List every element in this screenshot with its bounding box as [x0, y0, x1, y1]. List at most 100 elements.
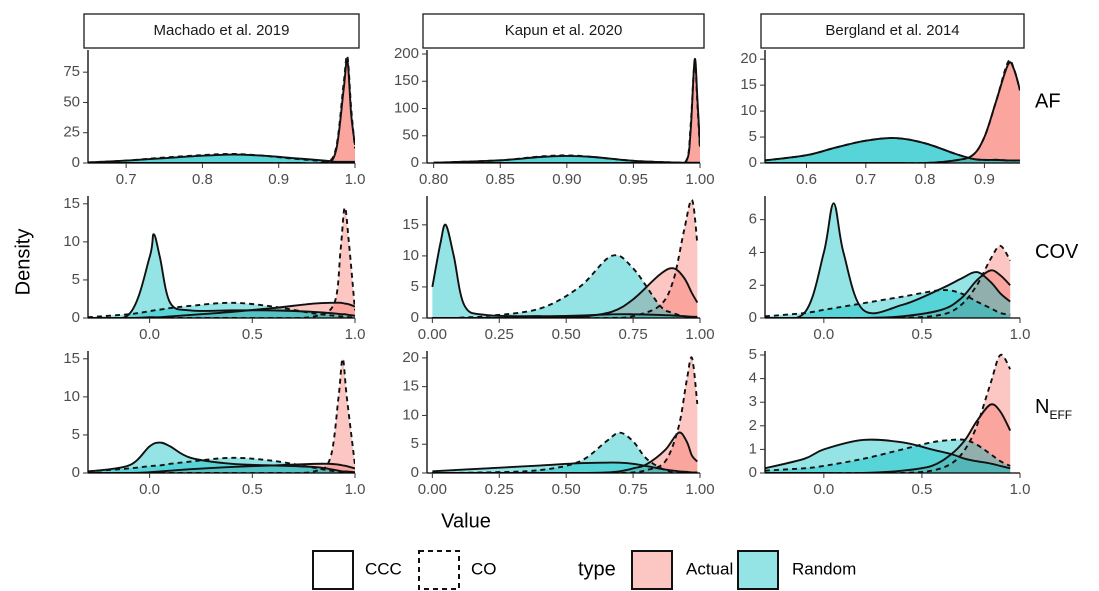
panel-lines	[432, 356, 699, 473]
x-tick-label: 0.7	[116, 171, 137, 188]
density-area	[765, 439, 1011, 473]
y-tick-label: 20	[402, 349, 419, 366]
row-label-subscript: EFF	[1049, 408, 1072, 422]
density-line	[765, 269, 1011, 318]
y-tick-label: 1	[749, 440, 757, 457]
x-tick-label: 0.75	[618, 326, 647, 343]
x-tick-label: 0.0	[139, 326, 160, 343]
x-tick-label: 0.9	[268, 171, 289, 188]
x-tick-label: 1.0	[345, 481, 366, 498]
panel-lines	[88, 54, 355, 163]
x-tick-label: 0.5	[911, 481, 932, 498]
y-tick-label: 15	[740, 76, 757, 93]
x-tick-label: 1.0	[1010, 326, 1031, 343]
x-tick-label: 0.9	[974, 171, 995, 188]
panel	[765, 354, 1011, 473]
density-area	[433, 62, 700, 163]
x-tick-label: 1.00	[685, 481, 714, 498]
panel-lines	[88, 357, 355, 473]
density-area	[432, 432, 698, 473]
y-tick-label: 5	[411, 435, 419, 452]
legend-key	[312, 550, 354, 590]
density-area	[432, 224, 698, 318]
density-area	[765, 270, 1011, 318]
y-tick-label: 3	[749, 393, 757, 410]
x-axis-title: Value	[441, 510, 491, 532]
x-tick-label: 0.5	[242, 481, 263, 498]
x-tick-label: 1.0	[1010, 481, 1031, 498]
density-line	[765, 438, 1011, 472]
density-area	[88, 207, 355, 318]
y-tick-label: 150	[394, 72, 419, 89]
density-line	[433, 61, 700, 163]
y-tick-label: 5	[411, 278, 419, 295]
x-tick-label: 0.6	[796, 171, 817, 188]
legend-label: Actual	[686, 559, 733, 578]
y-tick-label: 5	[749, 128, 757, 145]
x-tick-label: 0.90	[552, 171, 581, 188]
density-line	[765, 59, 1020, 163]
density-area	[765, 138, 1020, 163]
panel-lines	[433, 57, 700, 163]
density-line	[88, 58, 355, 163]
strip-box	[422, 13, 705, 49]
density-line	[88, 233, 355, 318]
density-line	[765, 289, 1011, 318]
x-tick-label: 0.8	[915, 171, 936, 188]
density-line	[432, 267, 699, 318]
y-tick-label: 75	[63, 63, 80, 80]
panel	[765, 203, 1011, 318]
x-tick-label: 0.8	[192, 171, 213, 188]
panel	[88, 55, 355, 163]
x-tick-label: 1.0	[345, 326, 366, 343]
y-tick-label: 2	[749, 276, 757, 293]
density-area	[765, 245, 1011, 318]
panel	[433, 58, 700, 163]
x-tick-label: 0.0	[813, 326, 834, 343]
density-area	[88, 358, 355, 473]
legend-key	[737, 550, 779, 590]
legend-label: CO	[471, 559, 497, 578]
panel	[765, 60, 1020, 163]
legend-key	[418, 550, 460, 590]
x-tick-label: 1.00	[685, 326, 714, 343]
y-tick-label: 25	[63, 124, 80, 141]
y-tick-label: 0	[72, 464, 80, 481]
density-area	[765, 439, 1011, 473]
density-area	[432, 462, 698, 473]
density-line	[88, 357, 355, 473]
strip-box	[760, 13, 1025, 49]
density-line	[765, 202, 1011, 318]
density-line	[88, 301, 355, 318]
x-tick-label: 0.95	[619, 171, 648, 188]
row-label: NEFF	[1035, 396, 1072, 422]
density-area	[765, 62, 1020, 163]
density-line	[432, 254, 698, 318]
density-area	[765, 354, 1011, 473]
density-area	[765, 138, 1020, 163]
strip-title: Kapun et al. 2020	[505, 22, 623, 39]
density-area	[88, 55, 355, 163]
x-tick-label: 0.0	[813, 481, 834, 498]
density-line	[88, 206, 355, 318]
y-tick-label: 20	[740, 50, 757, 67]
x-tick-label: 0.25	[485, 481, 514, 498]
y-tick-label: 0	[749, 464, 757, 481]
legend-key	[631, 550, 673, 590]
density-area	[432, 357, 698, 473]
density-area	[88, 153, 355, 163]
x-tick-label: 0.50	[552, 481, 581, 498]
density-area	[88, 154, 355, 163]
panel-lines	[765, 202, 1012, 318]
x-tick-label: 0.00	[418, 326, 447, 343]
legend-key-bg	[632, 551, 672, 589]
density-line	[765, 244, 1012, 318]
panel-lines	[765, 59, 1020, 163]
row-label-text: AF	[1035, 91, 1061, 113]
y-tick-label: 50	[402, 127, 419, 144]
density-area	[88, 234, 355, 318]
strip-box	[83, 13, 360, 49]
x-tick-label: 0.80	[419, 171, 448, 188]
y-tick-label: 0	[72, 309, 80, 326]
